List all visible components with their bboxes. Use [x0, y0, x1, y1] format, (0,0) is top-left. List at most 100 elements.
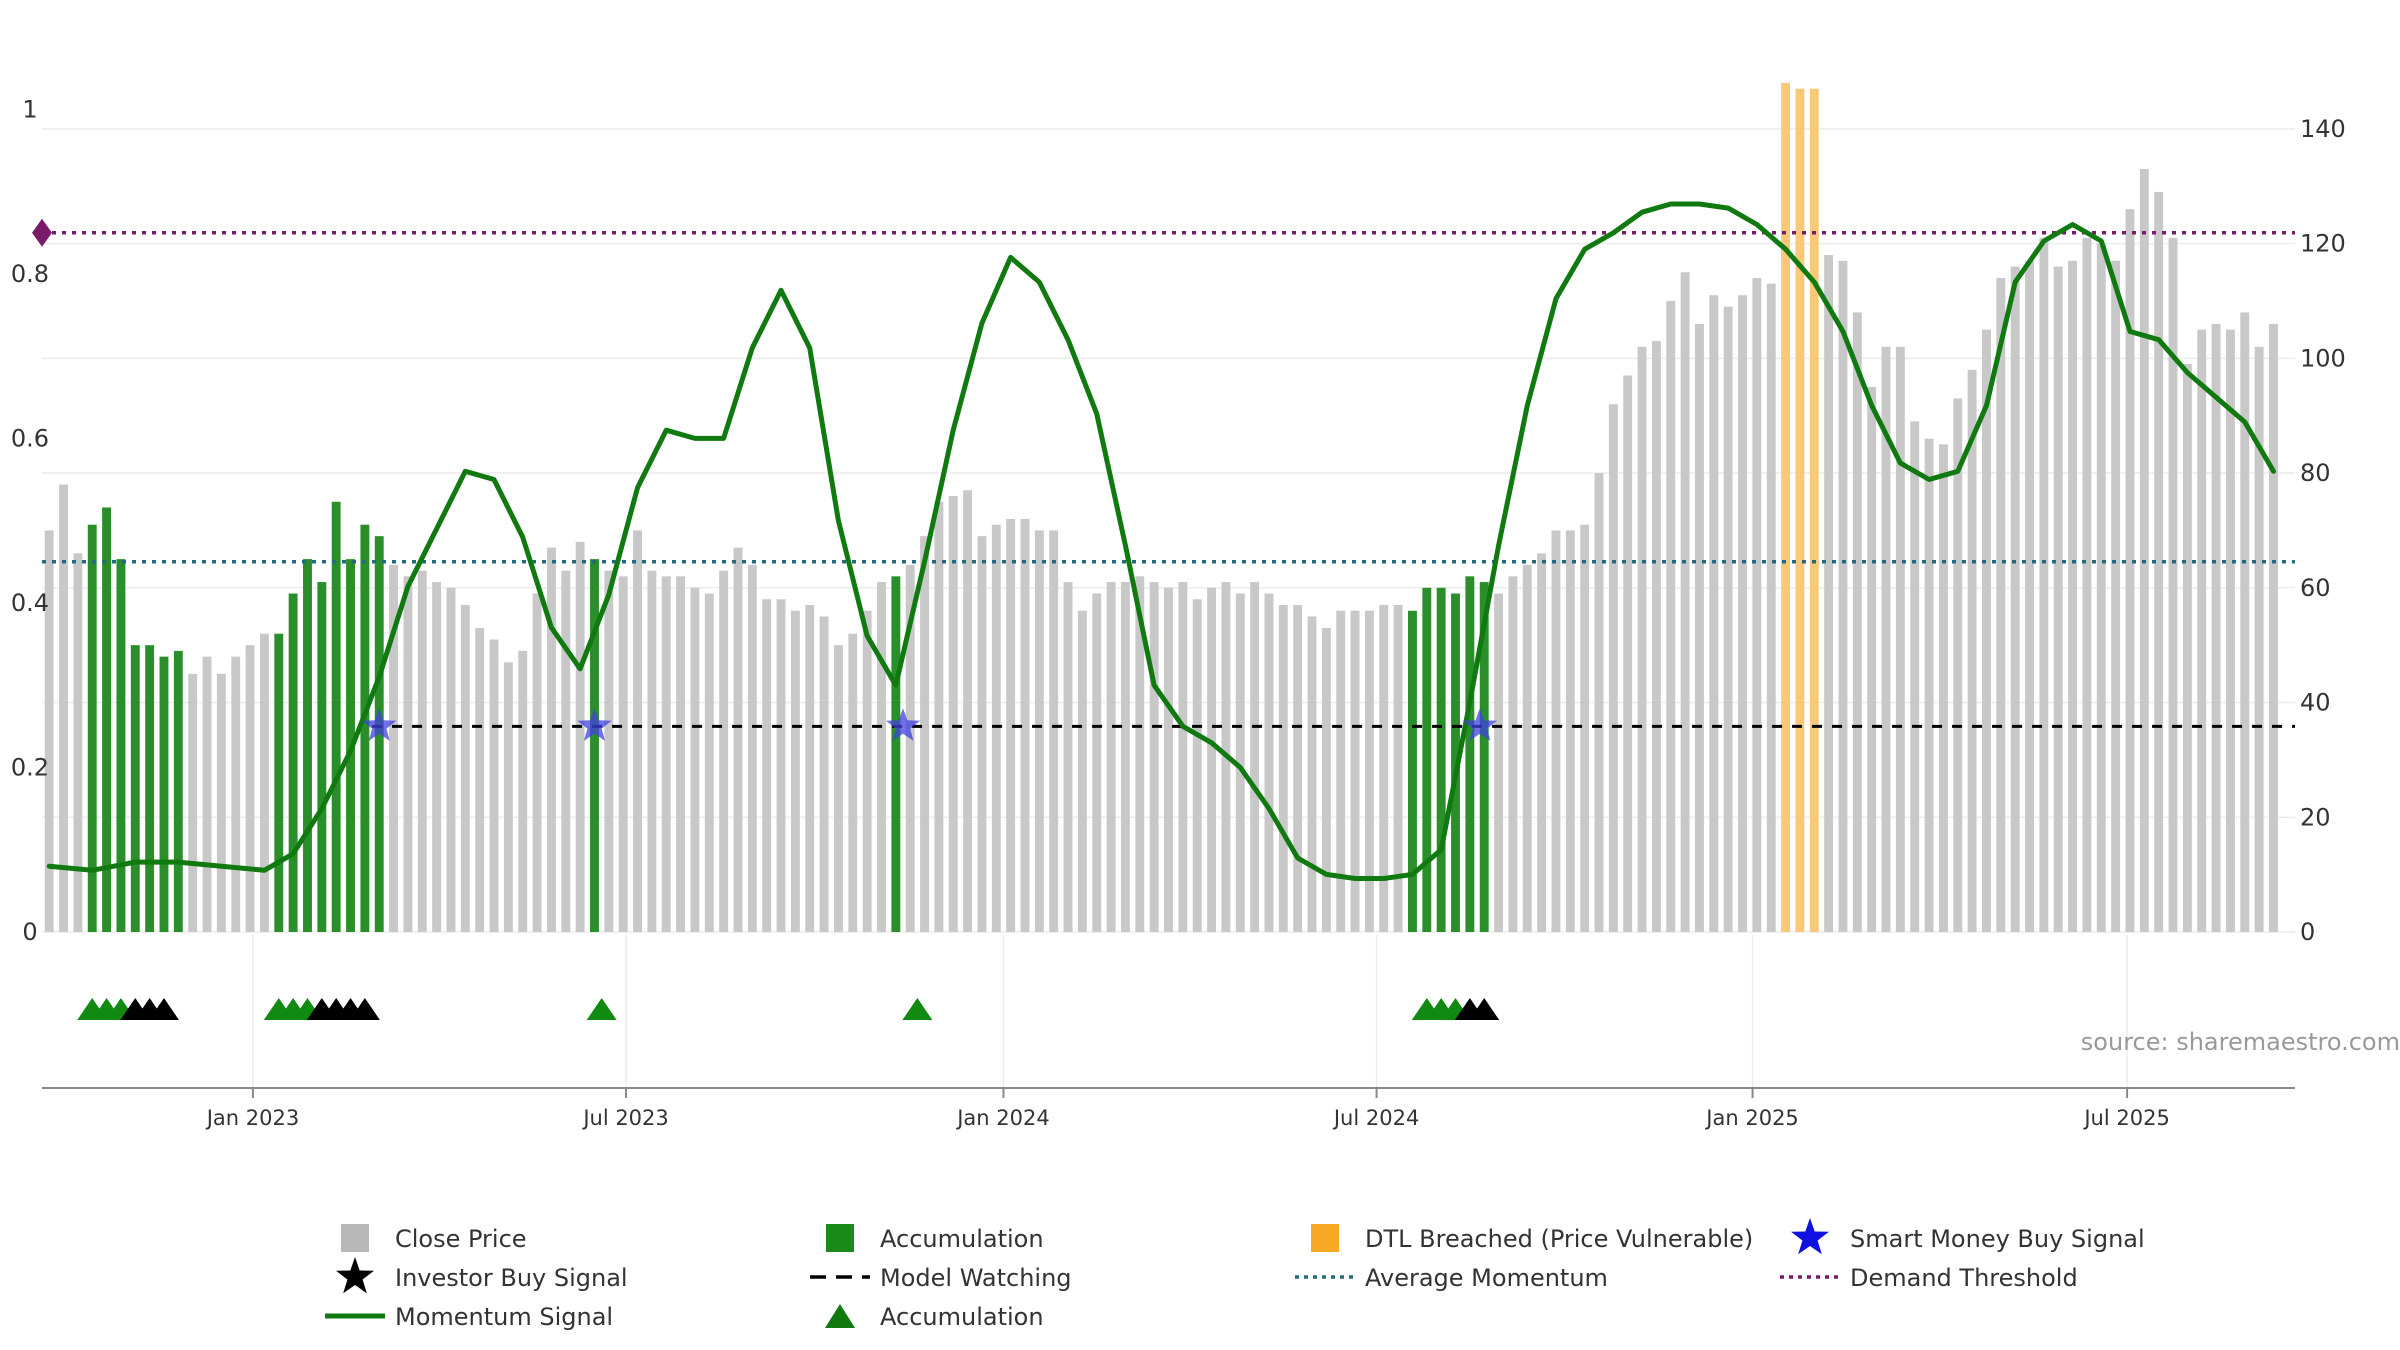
close-price-bar-35	[546, 547, 556, 932]
close-price-bar-27	[432, 582, 442, 932]
close-price-bar-132	[1938, 444, 1948, 932]
momentum-signal-line	[46, 201, 2276, 881]
close-price-bar-143	[2096, 243, 2106, 932]
close-price-bar-93	[1379, 605, 1389, 932]
close-price-bar-17	[288, 593, 298, 932]
close-price-bar-2	[73, 553, 83, 932]
close-price-bar-140	[2053, 266, 2063, 932]
legend-item-close-price-0: Close Price	[341, 1224, 527, 1253]
close-price-bar-44	[676, 576, 686, 932]
smart-money-buy-signal-3	[1462, 708, 1497, 741]
legend-label: Demand Threshold	[1850, 1264, 2078, 1292]
smart-money-buy-signal-1	[577, 708, 612, 741]
close-price-bar-130	[1910, 421, 1920, 932]
close-price-bar-62	[934, 501, 944, 932]
legend: Close Price Accumulation DTL Breached (Pri…	[325, 1218, 2145, 1331]
close-price-bar-124	[1824, 255, 1834, 933]
legend-label: Accumulation	[880, 1303, 1044, 1331]
close-price-bar-5	[116, 559, 126, 932]
smart-money-buy-signal-0	[362, 708, 397, 741]
close-price-bar-115	[1695, 323, 1704, 932]
close-price-bar-68	[1020, 518, 1030, 932]
legend-item-accumulation-1: Accumulation	[826, 1224, 1044, 1253]
right-axis-label-6: 120	[2300, 230, 2346, 258]
signal-triangle-12	[349, 998, 380, 1020]
close-price-bar-127	[1867, 387, 1877, 932]
close-price-bar-75	[1121, 582, 1130, 932]
close-price-bar-43	[661, 576, 671, 932]
close-price-bar-58	[877, 582, 886, 932]
close-price-bar-100	[1479, 582, 1489, 932]
close-price-bar-1	[59, 484, 68, 932]
close-price-bar-104	[1537, 553, 1547, 932]
x-axis-label-3: Jul 2024	[1332, 1106, 1419, 1130]
close-price-bars	[44, 82, 2278, 933]
close-price-bar-135	[1982, 329, 1991, 932]
x-axis-label-2: Jan 2024	[955, 1106, 1050, 1130]
legend-item-demand-threshold-7: Demand Threshold	[1780, 1264, 2078, 1292]
close-price-bar-136	[1996, 278, 2006, 932]
close-price-bar-141	[2068, 260, 2078, 933]
close-price-bar-4	[102, 507, 112, 932]
right-axis-label-0: 0	[2300, 918, 2315, 946]
legend-swatch-square	[826, 1224, 854, 1252]
close-price-bar-46	[704, 593, 714, 932]
close-price-bar-150	[2197, 329, 2207, 932]
close-price-bar-74	[1106, 582, 1116, 932]
close-price-bar-152	[2225, 329, 2235, 932]
axes: 0 0.2 0.4 0.6 0.8 1 0 20 40 60 80 100 120 140 Jan 2023…	[11, 95, 2346, 1130]
close-price-bar-151	[2211, 323, 2221, 932]
x-axis-label-5: Jul 2025	[2082, 1106, 2169, 1130]
close-price-bar-29	[460, 605, 470, 932]
close-price-bar-11	[202, 656, 212, 932]
close-price-bar-47	[719, 570, 729, 932]
close-price-bar-7	[145, 645, 155, 932]
close-price-bar-16	[274, 633, 284, 932]
close-price-bar-114	[1680, 272, 1690, 932]
close-price-bar-92	[1364, 610, 1374, 932]
close-price-bar-66	[991, 524, 1001, 932]
close-price-bar-8	[159, 656, 169, 932]
close-price-bar-97	[1436, 587, 1446, 932]
close-price-bar-64	[963, 490, 973, 932]
reference-lines	[32, 218, 2295, 728]
close-price-bar-15	[259, 633, 269, 932]
left-axis-label-1: 0.2	[11, 753, 49, 781]
close-price-bar-84	[1250, 582, 1260, 932]
close-price-bar-12	[216, 673, 226, 932]
close-price-bar-102	[1508, 576, 1518, 932]
close-price-bar-20	[331, 501, 341, 932]
close-price-bar-110	[1623, 375, 1633, 932]
close-price-bar-76	[1135, 576, 1145, 932]
close-price-bar-41	[633, 530, 642, 932]
close-price-bar-113	[1666, 300, 1676, 932]
close-price-bar-51	[776, 599, 786, 932]
close-price-bar-65	[977, 536, 987, 932]
close-price-bar-9	[173, 650, 183, 932]
close-price-bar-88	[1307, 616, 1317, 932]
close-price-bar-40	[618, 576, 628, 932]
legend-label: Accumulation	[880, 1225, 1044, 1253]
grid-lines	[42, 128, 2295, 1088]
close-price-bar-137	[2010, 266, 2020, 932]
close-price-bar-99	[1465, 576, 1475, 932]
close-price-bar-45	[690, 587, 700, 932]
right-axis-label-4: 80	[2300, 459, 2331, 487]
close-price-bar-87	[1293, 605, 1303, 932]
legend-item-momentum-signal-8: Momentum Signal	[325, 1303, 613, 1331]
close-price-bar-50	[762, 599, 772, 932]
legend-swatch-star	[1791, 1218, 1829, 1255]
close-price-bar-53	[805, 605, 815, 932]
close-price-bar-101	[1494, 593, 1504, 932]
close-price-bar-0	[44, 530, 54, 932]
close-price-bar-48	[733, 547, 743, 932]
close-price-bar-42	[647, 570, 657, 932]
signal-triangle-14	[902, 998, 933, 1020]
legend-item-dtl-breached-price-vulnerable-2: DTL Breached (Price Vulnerable)	[1311, 1224, 1753, 1253]
close-price-bar-147	[2154, 191, 2164, 932]
legend-swatch-square	[1311, 1224, 1339, 1252]
legend-item-accumulation-9: Accumulation	[825, 1303, 1044, 1331]
legend-item-average-momentum-6: Average Momentum	[1295, 1264, 1608, 1292]
close-price-bar-33	[518, 650, 528, 932]
close-price-bar-6	[130, 645, 140, 932]
